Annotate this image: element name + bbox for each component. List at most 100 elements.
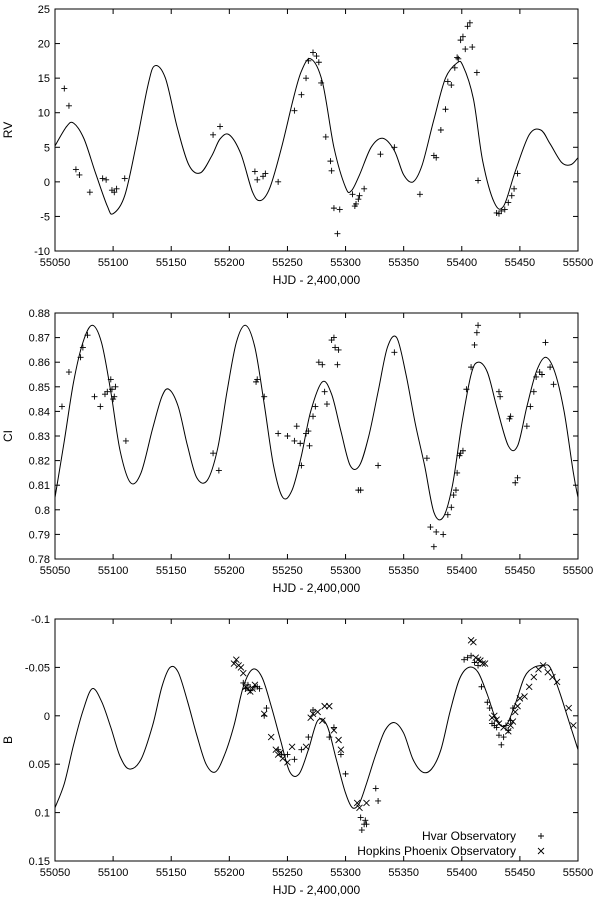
data-point-plus <box>322 133 329 140</box>
data-point-plus <box>423 455 430 462</box>
data-point-cross <box>277 749 284 756</box>
data-point-plus <box>111 393 118 400</box>
data-point-plus <box>478 683 485 690</box>
data-point-plus <box>303 75 310 82</box>
x-tick-label: 55350 <box>388 257 419 269</box>
data-point-plus <box>110 396 117 403</box>
data-point-plus <box>452 487 459 494</box>
data-point-plus <box>527 403 534 410</box>
x-tick-label: 55450 <box>505 257 536 269</box>
x-tick-label: 55350 <box>388 565 419 577</box>
data-point-cross <box>474 656 482 663</box>
data-point-plus <box>454 469 461 476</box>
data-point-plus <box>310 413 317 420</box>
data-point-plus <box>251 168 258 175</box>
data-point-cross <box>493 716 500 723</box>
data-point-plus <box>323 401 330 408</box>
data-point-plus <box>275 430 282 437</box>
y-tick-label: 10 <box>38 108 50 120</box>
chart-panel-rv: 55050 55100 55150 55200 55250 55300 55350 55400… <box>1 4 593 287</box>
data-point-plus <box>349 191 356 198</box>
data-point-plus <box>326 734 333 741</box>
data-point-plus <box>122 437 129 444</box>
model-curve <box>55 58 578 215</box>
data-point-cross <box>288 743 296 751</box>
data-point-plus <box>315 359 322 366</box>
legend-marker-cross <box>537 847 545 855</box>
data-point-plus <box>312 403 319 410</box>
y-tick-label: 0.15 <box>29 856 50 868</box>
y-tick-label: 0.88 <box>29 308 50 320</box>
data-point-plus <box>330 205 337 212</box>
data-point-cross <box>230 660 238 667</box>
data-point-cross <box>514 702 521 710</box>
data-point-plus <box>353 200 360 207</box>
data-point-cross <box>279 755 287 762</box>
y-tick-label: 15 <box>38 73 50 85</box>
y-tick-label: 0.85 <box>29 382 50 394</box>
data-point-plus <box>210 131 217 138</box>
y-tick-label: 0.82 <box>29 456 50 468</box>
data-point-plus <box>113 185 120 192</box>
data-point-plus <box>291 756 298 763</box>
x-tick-label: 55100 <box>98 867 129 879</box>
data-point-plus <box>475 177 482 184</box>
legend-label: Hvar Observatory <box>422 829 516 843</box>
data-point-cross <box>318 717 326 724</box>
x-tick-label: 55150 <box>156 565 187 577</box>
data-point-plus <box>508 192 515 199</box>
data-point-plus <box>298 91 305 98</box>
x-tick-label: 55200 <box>214 867 245 879</box>
series-points <box>61 19 521 237</box>
data-point-cross <box>509 718 517 725</box>
data-point-plus <box>103 176 110 183</box>
data-point-cross <box>260 710 268 718</box>
x-tick-label: 55400 <box>446 867 477 879</box>
y-axis-label: B <box>1 736 15 744</box>
x-tick-label: 55250 <box>272 565 303 577</box>
data-point-plus <box>530 388 537 395</box>
data-point-cross <box>272 746 280 753</box>
data-point-plus <box>330 724 337 731</box>
y-tick-label: 0.86 <box>29 357 50 369</box>
data-point-plus <box>468 364 475 371</box>
data-point-plus <box>291 107 298 114</box>
data-point-plus <box>514 474 521 481</box>
data-point-plus <box>450 492 457 499</box>
legend-label: Hopkins Phoenix Observatory <box>357 844 516 858</box>
data-point-plus <box>72 166 79 173</box>
data-point-plus <box>104 388 111 395</box>
data-point-cross <box>525 683 533 691</box>
data-point-plus <box>334 230 341 237</box>
data-point-plus <box>263 705 270 712</box>
data-point-plus <box>464 654 471 661</box>
data-point-plus <box>362 817 369 824</box>
x-tick-label: 55100 <box>98 565 129 577</box>
x-tick-label: 55200 <box>214 257 245 269</box>
data-point-plus <box>355 196 362 203</box>
data-point-plus <box>523 423 530 430</box>
data-point-cross <box>553 678 561 686</box>
data-point-plus <box>459 447 466 454</box>
data-point-cross <box>570 722 577 729</box>
data-point-cross <box>239 669 247 677</box>
data-point-plus <box>84 332 91 339</box>
data-point-cross <box>495 720 503 727</box>
y-tick-label: -0.1 <box>31 614 50 626</box>
x-tick-label: 55350 <box>388 867 419 879</box>
x-axis-label: HJD - 2,400,000 <box>273 581 361 595</box>
data-point-cross <box>251 681 259 689</box>
data-point-plus <box>86 189 93 196</box>
data-point-plus <box>416 191 423 198</box>
data-point-plus <box>261 393 268 400</box>
x-tick-label: 55100 <box>98 257 129 269</box>
x-tick-label: 55500 <box>563 565 594 577</box>
y-tick-label: 0.05 <box>29 759 50 771</box>
data-point-cross <box>479 660 487 667</box>
x-tick-label: 55300 <box>330 867 361 879</box>
data-point-plus <box>448 82 455 89</box>
data-point-plus <box>538 371 545 378</box>
data-point-plus <box>357 487 364 494</box>
data-point-cross <box>325 702 333 710</box>
